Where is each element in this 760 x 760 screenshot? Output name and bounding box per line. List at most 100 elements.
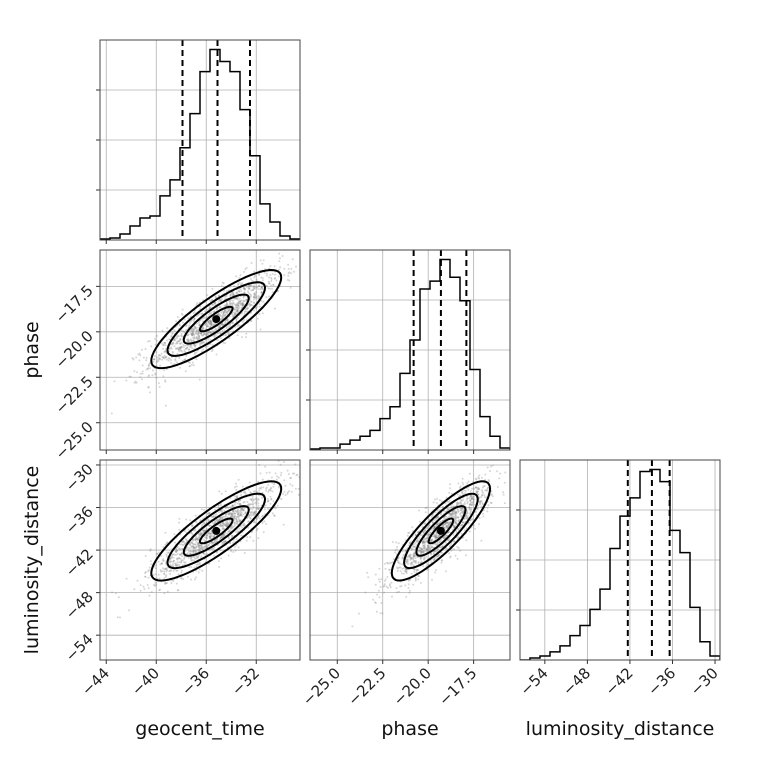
- scatter-point: [180, 335, 183, 338]
- scatter-point: [247, 503, 250, 506]
- contour-level-1: [403, 492, 479, 570]
- scatter-point: [209, 319, 212, 322]
- scatter-point: [231, 322, 234, 325]
- scatter-point: [461, 521, 464, 524]
- scatter-point: [240, 306, 243, 309]
- scatter-point: [212, 323, 215, 326]
- scatter-point: [162, 344, 165, 347]
- scatter-point: [250, 498, 253, 501]
- scatter-point: [193, 318, 196, 320]
- scatter-point: [133, 370, 136, 373]
- scatter-point: [427, 544, 430, 547]
- scatter-point: [210, 524, 212, 527]
- scatter-point: [219, 314, 222, 317]
- scatter-point: [245, 266, 248, 269]
- scatter-point: [254, 498, 257, 500]
- scatter-point: [198, 343, 201, 346]
- scatter-point: [257, 498, 260, 501]
- scatter-point: [503, 502, 506, 505]
- scatter-point: [232, 515, 235, 518]
- scatter-point: [197, 331, 200, 334]
- scatter-point: [273, 483, 276, 486]
- scatter-point: [384, 580, 386, 582]
- scatter-point: [200, 342, 203, 344]
- scatter-point: [461, 492, 464, 495]
- scatter-point: [199, 544, 201, 547]
- scatter-point: [477, 493, 480, 496]
- scatter-point: [187, 339, 190, 342]
- scatter-point: [417, 578, 420, 581]
- scatter-point: [472, 498, 475, 501]
- scatter-point: [448, 524, 451, 526]
- scatter-point: [158, 551, 161, 554]
- scatter-point: [287, 272, 290, 275]
- scatter-point: [224, 321, 227, 324]
- scatter-point: [468, 503, 471, 506]
- scatter-point: [420, 547, 423, 550]
- scatter-point: [154, 573, 157, 576]
- scatter-point: [232, 510, 235, 513]
- scatter-point: [236, 304, 239, 307]
- scatter-point: [470, 497, 473, 500]
- scatter-point: [257, 296, 260, 299]
- scatter-point: [271, 273, 274, 275]
- scatter-point: [187, 334, 189, 337]
- scatter-point: [175, 337, 178, 340]
- scatter-point: [172, 341, 175, 344]
- scatter-point: [491, 495, 494, 498]
- scatter-point: [433, 550, 436, 553]
- scatter-point: [256, 527, 259, 530]
- scatter-point: [260, 287, 263, 290]
- labels-layer: geocent_time phase luminosity_distance p…: [21, 321, 714, 740]
- scatter-point: [177, 335, 180, 338]
- scatter-point: [176, 557, 179, 560]
- scatter-point: [223, 515, 226, 518]
- scatter-point: [470, 495, 473, 497]
- scatter-point: [185, 518, 188, 521]
- scatter-point: [153, 584, 156, 587]
- scatter-point: [472, 498, 475, 501]
- scatter-point: [194, 543, 197, 546]
- scatter-point: [195, 315, 198, 318]
- scatter-point: [172, 556, 175, 559]
- scatter-point: [448, 552, 451, 555]
- x-tick-label-luminosity-distance: −54: [517, 664, 552, 699]
- scatter-point: [422, 552, 425, 555]
- scatter-point: [422, 541, 425, 544]
- scatter-point: [194, 344, 196, 347]
- scatter-point: [208, 306, 211, 309]
- scatter-point: [220, 323, 223, 326]
- scatter-point: [220, 337, 222, 340]
- scatter-point: [305, 270, 307, 272]
- scatter-point: [235, 312, 238, 315]
- scatter-point: [151, 369, 154, 372]
- y-tick-label-phase: −25.0: [52, 418, 97, 463]
- scatter-point: [427, 544, 430, 547]
- scatter-point: [199, 532, 202, 535]
- scatter-point: [156, 552, 159, 555]
- scatter-point: [418, 538, 421, 540]
- scatter-point: [224, 334, 227, 337]
- scatter-point: [191, 533, 194, 536]
- scatter-point: [218, 538, 221, 541]
- scatter-point: [488, 480, 491, 483]
- scatter-point: [202, 529, 205, 532]
- scatter-point: [190, 545, 193, 548]
- scatter-point: [168, 347, 171, 350]
- scatter-point: [454, 520, 457, 523]
- scatter-point: [167, 357, 170, 360]
- scatter-point: [456, 545, 459, 548]
- panel-frame: [99, 249, 301, 451]
- scatter-point: [211, 328, 214, 331]
- scatter-point: [484, 473, 487, 476]
- scatter-point: [221, 310, 224, 313]
- scatter-point: [189, 346, 192, 348]
- scatter-point: [193, 317, 196, 320]
- scatter-point: [217, 295, 220, 297]
- scatter-point: [450, 506, 453, 509]
- scatter-point: [164, 562, 167, 564]
- scatter-point: [428, 549, 431, 552]
- scatter-point: [210, 323, 213, 326]
- scatter-point: [244, 308, 247, 311]
- scatter-point: [229, 294, 232, 296]
